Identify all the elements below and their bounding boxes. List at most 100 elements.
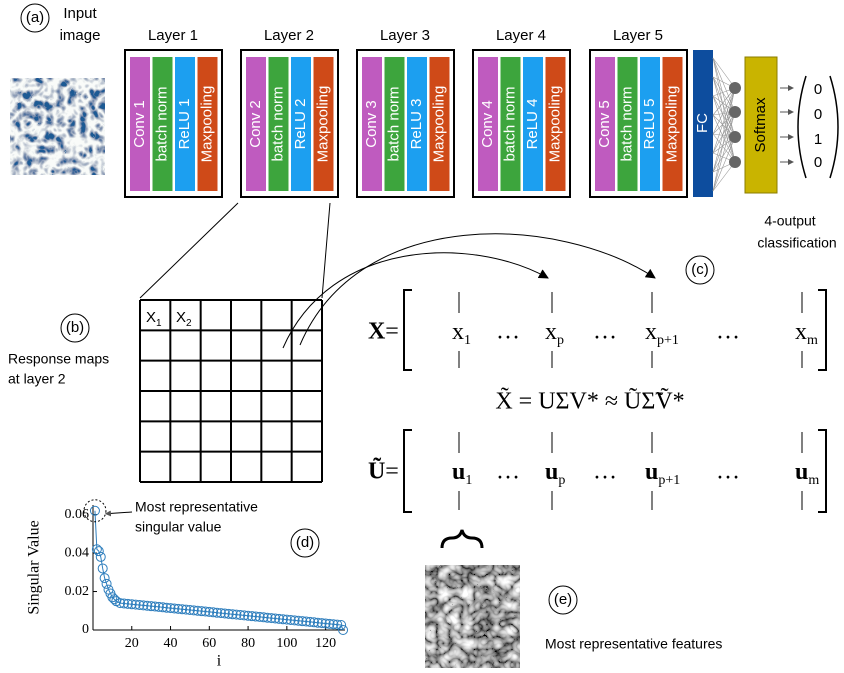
neuron xyxy=(729,82,741,94)
x-tick-label: 80 xyxy=(241,636,255,651)
y-tick-label: 0 xyxy=(82,622,89,637)
x-tick-label: 60 xyxy=(202,636,216,651)
cell-base: X xyxy=(146,309,156,326)
column-base: u xyxy=(645,459,658,485)
ellipsis: … xyxy=(496,319,520,345)
block-label: Maxpooling xyxy=(430,86,447,163)
column-sub: m xyxy=(807,333,818,348)
panel-label: (b) xyxy=(66,319,84,336)
block-label: ReLU 3 xyxy=(408,99,425,150)
figure: (a) Input image Layer 1Conv 1batch normR… xyxy=(0,0,844,673)
output-value: 0 xyxy=(814,154,822,171)
svd-equation: X̃ = UΣV* ≈ ŨΣ̃Ṽ* xyxy=(495,387,684,415)
neuron xyxy=(729,156,741,168)
x-axis-label: i xyxy=(217,653,222,670)
bracket xyxy=(818,290,826,370)
input-label: Input xyxy=(63,5,97,22)
paren xyxy=(798,76,806,178)
x-tick-label: 120 xyxy=(315,636,336,651)
panel-label: (e) xyxy=(554,591,572,608)
bracket xyxy=(404,430,412,512)
layer-title: Layer 2 xyxy=(264,27,314,44)
panel-label: (d) xyxy=(296,534,314,551)
column-base: x xyxy=(452,319,464,345)
column-sub: p+1 xyxy=(658,473,680,488)
x-tick-label: 100 xyxy=(276,636,297,651)
column-sub: p xyxy=(557,333,564,348)
column-base: x xyxy=(545,319,557,345)
block-label: batch norm xyxy=(385,86,402,161)
block-label: Conv 4 xyxy=(479,100,496,148)
ellipsis: … xyxy=(716,319,740,345)
block-label: Conv 5 xyxy=(596,100,613,148)
column-vector: um xyxy=(795,459,819,488)
cell-sub: 1 xyxy=(156,318,162,329)
matrix-lhs: Ũ xyxy=(368,459,385,485)
output-caption: classification xyxy=(757,235,836,251)
fc-label: FC xyxy=(694,113,711,133)
column-sub: p+1 xyxy=(657,333,679,348)
ellipsis: … xyxy=(593,459,617,485)
column-base: x xyxy=(645,319,657,345)
output-value: 1 xyxy=(814,131,822,148)
column-base: u xyxy=(545,459,558,485)
feature-image-texture xyxy=(425,565,520,668)
y-axis-label: Singular Value xyxy=(26,520,43,614)
column-vector: xp xyxy=(545,319,564,348)
block-label: Maxpooling xyxy=(663,86,680,163)
block-label: Maxpooling xyxy=(314,86,331,163)
block-label: Conv 3 xyxy=(363,100,380,148)
cell-base: X xyxy=(176,309,186,326)
block-label: ReLU 5 xyxy=(641,99,658,150)
annotation-arrow xyxy=(106,512,132,514)
connector xyxy=(322,203,330,298)
neuron xyxy=(729,106,741,118)
input-image-texture xyxy=(10,78,105,175)
ellipsis: … xyxy=(496,459,520,485)
block-label: ReLU 1 xyxy=(176,99,193,150)
column-sub: 1 xyxy=(464,333,471,348)
connector xyxy=(140,203,238,298)
column-vector: up+1 xyxy=(645,459,680,488)
matrix-eq: = xyxy=(385,319,399,345)
layers: Layer 1Conv 1batch normReLU 1MaxpoolingL… xyxy=(125,27,687,197)
caption: Most representative features xyxy=(545,636,722,652)
cell-label: X2 xyxy=(176,309,192,329)
panel-label: (a) xyxy=(26,9,44,26)
column-sub: m xyxy=(808,473,819,488)
layer-title: Layer 4 xyxy=(496,27,546,44)
column-sub: p xyxy=(558,473,565,488)
output-caption: 4-output xyxy=(764,213,815,229)
cell-sub: 2 xyxy=(186,318,192,329)
panel-label: (c) xyxy=(691,261,709,278)
output-value: 0 xyxy=(814,106,822,123)
annotation: Most representative xyxy=(135,499,258,515)
column-sub: 1 xyxy=(465,473,472,488)
column-vector: xm xyxy=(795,319,818,348)
block-label: Conv 1 xyxy=(131,100,148,148)
block-label: batch norm xyxy=(269,86,286,161)
caption: at layer 2 xyxy=(8,371,66,387)
response-grid xyxy=(140,300,322,482)
output-value: 0 xyxy=(814,81,822,98)
x-tick-label: 20 xyxy=(125,636,139,651)
block-label: Maxpooling xyxy=(198,86,215,163)
paren xyxy=(830,76,838,178)
block-label: ReLU 4 xyxy=(524,99,541,150)
input-label: image xyxy=(60,27,101,44)
ellipsis: … xyxy=(593,319,617,345)
block-label: batch norm xyxy=(153,86,170,161)
x-tick-label: 40 xyxy=(164,636,178,651)
y-tick-label: 0.02 xyxy=(65,584,90,599)
block-label: batch norm xyxy=(501,86,518,161)
matrix-eq: = xyxy=(385,459,399,485)
neuron xyxy=(729,131,741,143)
block-label: batch norm xyxy=(618,86,635,161)
matrix-lhs: X xyxy=(368,319,386,345)
layer-title: Layer 5 xyxy=(613,27,663,44)
block-label: Conv 2 xyxy=(247,100,264,148)
block-label: ReLU 2 xyxy=(292,99,309,150)
layer-title: Layer 3 xyxy=(380,27,430,44)
block-label: Maxpooling xyxy=(546,86,563,163)
ellipsis: … xyxy=(716,459,740,485)
